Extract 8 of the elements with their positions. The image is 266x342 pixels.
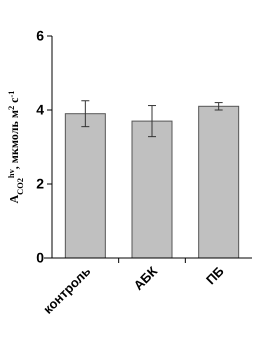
y-tick-label: 0 bbox=[36, 249, 44, 266]
y-tick-label: 6 bbox=[36, 27, 44, 44]
bar bbox=[132, 120, 172, 258]
bar bbox=[64, 113, 106, 258]
y-tick-label: 2 bbox=[36, 175, 44, 192]
y-tick-label: 4 bbox=[36, 101, 44, 118]
bar bbox=[198, 106, 240, 258]
x-tick-label: ПБ bbox=[202, 264, 227, 288]
